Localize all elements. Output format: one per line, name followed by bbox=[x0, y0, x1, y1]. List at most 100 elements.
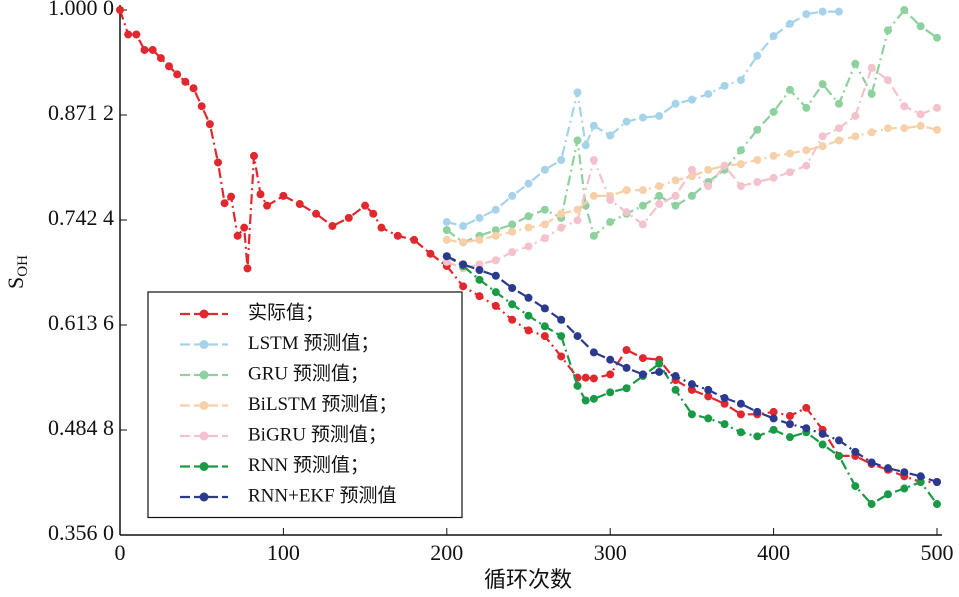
data-point bbox=[769, 414, 778, 423]
legend-label: BiLSTM 预测值； bbox=[248, 393, 397, 415]
data-point bbox=[491, 288, 500, 297]
data-point bbox=[769, 173, 778, 182]
data-point bbox=[606, 217, 615, 226]
legend-marker bbox=[199, 370, 209, 380]
data-point bbox=[785, 19, 794, 28]
data-point bbox=[220, 199, 229, 208]
data-point bbox=[540, 234, 549, 243]
data-point bbox=[475, 213, 484, 222]
data-point bbox=[491, 226, 500, 235]
data-point bbox=[475, 235, 484, 244]
data-point bbox=[557, 315, 566, 324]
data-point bbox=[769, 32, 778, 41]
data-point bbox=[243, 264, 252, 273]
data-point bbox=[540, 165, 549, 174]
data-point bbox=[256, 190, 265, 199]
data-point bbox=[900, 124, 909, 133]
y-axis-label: SOH bbox=[3, 255, 31, 289]
series bbox=[442, 7, 843, 231]
data-point bbox=[704, 385, 713, 394]
legend-label: LSTM 预测值； bbox=[248, 332, 379, 354]
data-point bbox=[361, 201, 370, 210]
data-point bbox=[156, 54, 165, 63]
data-point bbox=[883, 124, 892, 133]
data-point bbox=[573, 381, 582, 390]
data-point bbox=[883, 464, 892, 473]
data-point bbox=[818, 142, 827, 151]
series-line bbox=[446, 124, 938, 244]
data-point bbox=[736, 76, 745, 85]
data-point bbox=[638, 354, 647, 363]
data-point bbox=[883, 76, 892, 85]
data-point bbox=[622, 208, 631, 217]
data-point bbox=[410, 235, 419, 244]
legend-label: GRU 预测值； bbox=[248, 362, 369, 384]
data-point bbox=[883, 490, 892, 499]
legend-marker bbox=[199, 462, 209, 471]
data-point bbox=[573, 332, 582, 341]
data-point bbox=[491, 271, 500, 280]
data-point bbox=[557, 209, 566, 218]
data-point bbox=[687, 191, 696, 200]
data-point bbox=[622, 345, 631, 354]
data-point bbox=[785, 420, 794, 429]
data-point bbox=[589, 394, 598, 403]
data-point bbox=[818, 80, 827, 89]
y-tick-label: 0.871 2 bbox=[48, 100, 114, 125]
data-point bbox=[557, 156, 566, 164]
data-point bbox=[736, 182, 745, 191]
data-point bbox=[834, 451, 843, 460]
data-point bbox=[867, 63, 876, 72]
data-point bbox=[753, 178, 762, 187]
data-point bbox=[753, 407, 762, 416]
data-point bbox=[687, 380, 696, 389]
data-point bbox=[508, 227, 517, 236]
data-point bbox=[802, 161, 811, 170]
data-point bbox=[369, 209, 378, 218]
data-point bbox=[802, 403, 811, 412]
data-point bbox=[655, 359, 664, 368]
data-point bbox=[524, 293, 533, 302]
data-point bbox=[818, 429, 827, 438]
data-point bbox=[442, 235, 451, 244]
series-line bbox=[446, 10, 839, 228]
data-point bbox=[606, 370, 615, 379]
data-point bbox=[442, 257, 451, 266]
data-point bbox=[720, 81, 729, 90]
data-point bbox=[581, 396, 590, 405]
data-point bbox=[933, 103, 941, 112]
x-tick-label: 500 bbox=[921, 540, 954, 565]
data-point bbox=[508, 220, 517, 229]
data-point bbox=[540, 205, 549, 214]
data-point bbox=[581, 141, 590, 150]
data-point bbox=[638, 186, 647, 195]
data-point bbox=[638, 370, 647, 379]
data-point bbox=[851, 132, 860, 141]
data-point bbox=[573, 88, 582, 97]
data-point bbox=[655, 191, 664, 200]
data-point bbox=[589, 156, 598, 164]
data-point bbox=[802, 10, 811, 19]
data-point bbox=[916, 110, 925, 119]
data-point bbox=[132, 30, 141, 39]
data-point bbox=[491, 301, 500, 310]
data-point bbox=[606, 131, 615, 140]
data-point bbox=[249, 151, 258, 160]
data-point bbox=[165, 62, 174, 71]
data-point bbox=[720, 161, 729, 170]
data-point bbox=[851, 59, 860, 68]
data-point bbox=[442, 226, 451, 235]
data-point bbox=[589, 191, 598, 200]
data-point bbox=[524, 212, 533, 221]
series-line bbox=[446, 8, 938, 244]
data-point bbox=[753, 432, 762, 441]
data-point bbox=[540, 322, 549, 331]
data-point bbox=[557, 332, 566, 341]
series-line bbox=[118, 9, 937, 484]
data-point bbox=[263, 201, 272, 210]
x-tick-label: 300 bbox=[594, 540, 627, 565]
data-point bbox=[736, 428, 745, 437]
data-point bbox=[818, 132, 827, 141]
data-point bbox=[426, 249, 435, 258]
